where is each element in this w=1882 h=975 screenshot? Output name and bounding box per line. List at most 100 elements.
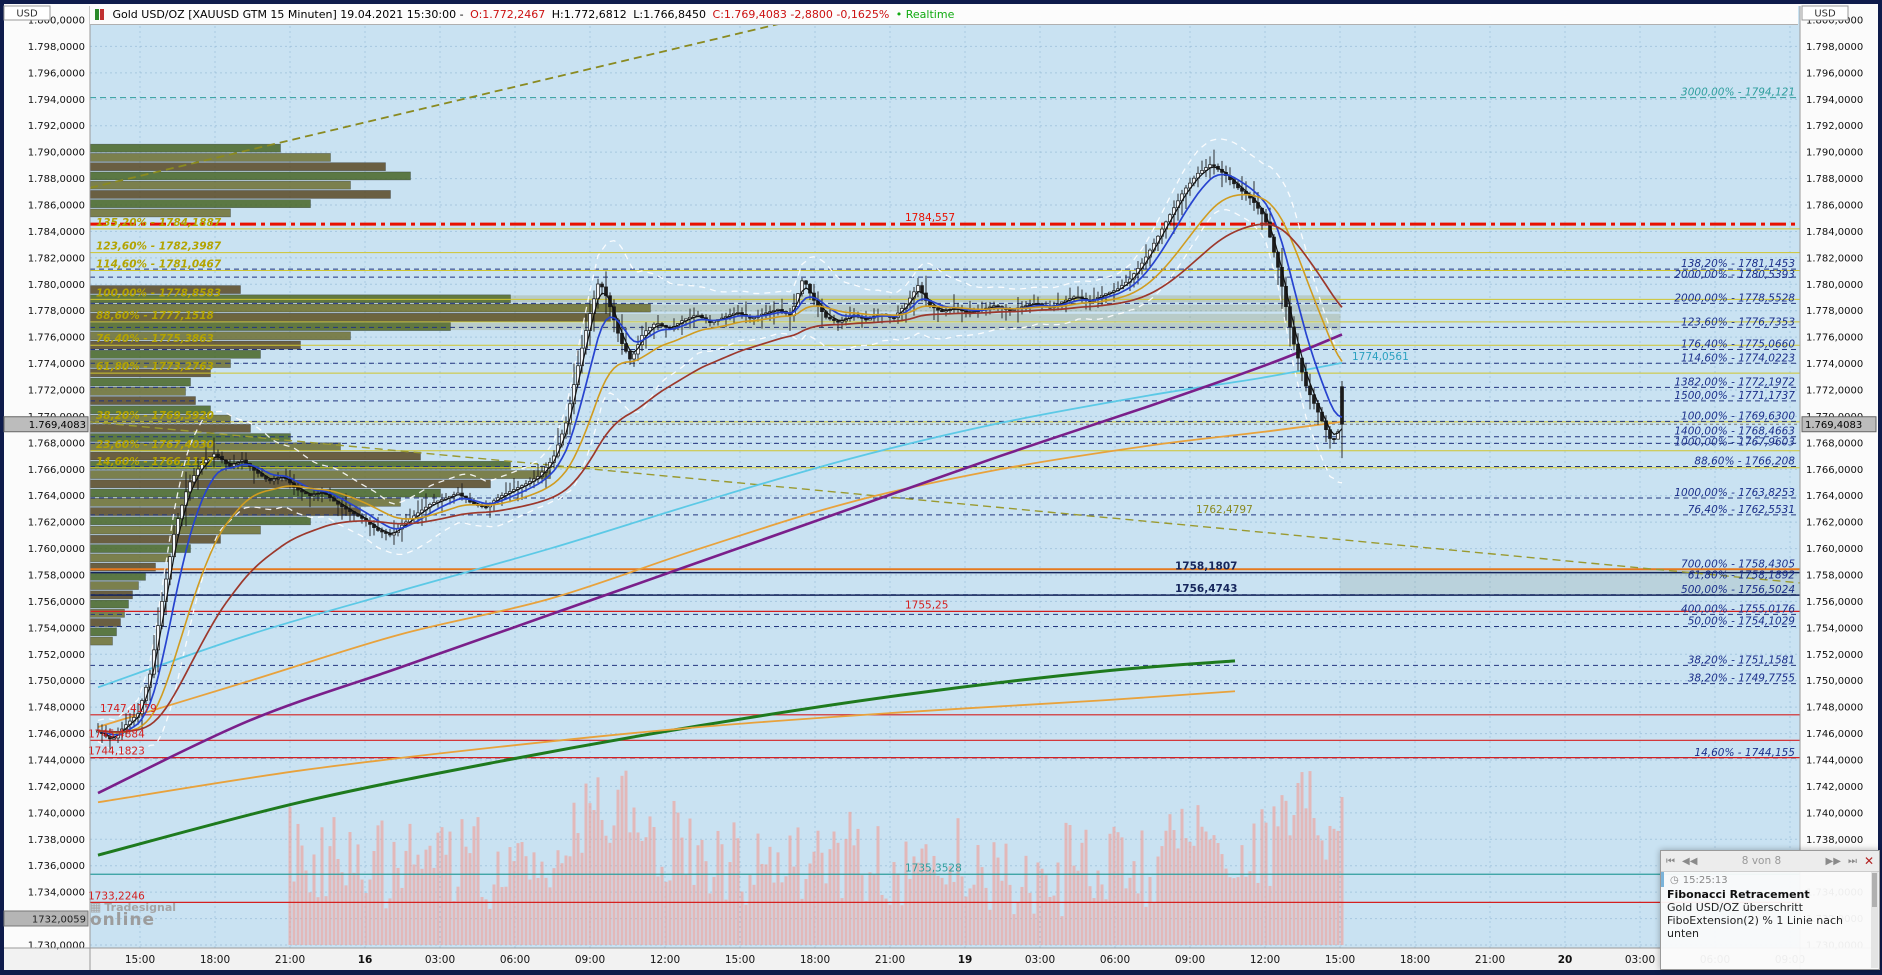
svg-text:1.794,0000: 1.794,0000 xyxy=(28,95,85,106)
title-segment: • Realtime xyxy=(895,8,955,21)
svg-text:1.756,0000: 1.756,0000 xyxy=(1806,597,1863,608)
volume-bars xyxy=(288,770,1344,945)
svg-text:1.774,0000: 1.774,0000 xyxy=(1806,359,1863,370)
svg-text:1.764,0000: 1.764,0000 xyxy=(28,491,85,502)
fib-lines[interactable] xyxy=(90,8,1800,903)
scrollbar-thumb[interactable] xyxy=(1872,873,1877,907)
plot-area[interactable] xyxy=(90,6,1800,948)
moving-averages-slow xyxy=(97,333,1343,857)
secondary-price-box xyxy=(3,910,89,927)
svg-text:1.730,0000: 1.730,0000 xyxy=(28,941,85,952)
price-level-label: 1784,557 xyxy=(905,212,955,224)
time-axis-strip[interactable] xyxy=(4,948,1878,970)
fib-level-label-right: 88,60% - 1766,208 xyxy=(1694,456,1795,468)
grid xyxy=(90,6,1800,948)
svg-text:1.742,0000: 1.742,0000 xyxy=(28,782,85,793)
tradesignal-watermark: ▦ Tradesignal online xyxy=(90,901,177,929)
svg-text:1.748,0000: 1.748,0000 xyxy=(1806,703,1863,714)
notification-pager: ⏮ ◀◀ 8 von 8 ▶▶ ⏭ ✕ xyxy=(1661,851,1879,872)
svg-text:USD: USD xyxy=(1814,9,1836,20)
svg-text:1.756,0000: 1.756,0000 xyxy=(28,597,85,608)
watermark-brand: Tradesignal xyxy=(104,901,177,914)
svg-text:1.776,0000: 1.776,0000 xyxy=(1806,333,1863,344)
fib-level-label-right: 1500,00% - 1771,1737 xyxy=(1674,390,1795,402)
fib-level-label-left: 61,80% - 1773,2763 xyxy=(96,361,214,373)
notification-panel: ⏮ ◀◀ 8 von 8 ▶▶ ⏭ ✕ ◷ 15:25:13 Fibonacci… xyxy=(1660,850,1880,970)
title-bar: Gold USD/OZ [XAUUSD GTM 15 Minuten] 19.0… xyxy=(90,5,1798,25)
fib-level-label-left: 114,60% - 1781,0467 xyxy=(96,258,222,270)
svg-text:15:00: 15:00 xyxy=(725,954,755,966)
fib-level-label-right: 3000,00% - 1794,121 xyxy=(1681,87,1795,99)
svg-text:15:00: 15:00 xyxy=(125,954,155,966)
ma-gold xyxy=(97,193,1343,734)
svg-text:1.746,0000: 1.746,0000 xyxy=(28,729,85,740)
svg-text:1.740,0000: 1.740,0000 xyxy=(1806,808,1863,819)
axis-unit-box xyxy=(3,5,51,21)
svg-text:19: 19 xyxy=(958,954,973,966)
price-level-label: 1747,4179 xyxy=(100,703,157,715)
svg-text:USD: USD xyxy=(16,9,38,20)
volume-profile xyxy=(90,143,1800,646)
svg-text:12:00: 12:00 xyxy=(1250,954,1280,966)
volatility-bands xyxy=(97,138,1343,754)
ma-purple xyxy=(97,333,1343,795)
fib-level-label-right: 76,40% - 1762,5531 xyxy=(1688,504,1795,516)
fib-level-label-left: 135,20% - 1784,1887 xyxy=(96,217,222,229)
notification-text-line: Gold USD/OZ überschritt xyxy=(1667,901,1803,914)
next-page-icon[interactable]: ▶▶ xyxy=(1825,855,1841,867)
svg-text:1.744,0000: 1.744,0000 xyxy=(1806,756,1863,767)
first-page-icon[interactable]: ⏮ xyxy=(1666,855,1675,867)
ma-blue xyxy=(97,173,1343,736)
svg-text:03:00: 03:00 xyxy=(425,954,455,966)
close-icon[interactable]: ✕ xyxy=(1863,854,1874,868)
svg-text:1.774,0000: 1.774,0000 xyxy=(28,359,85,370)
price-level-label: 1735,3528 xyxy=(905,862,962,874)
pager-count: 8 von 8 xyxy=(1741,855,1782,867)
svg-text:1.786,0000: 1.786,0000 xyxy=(28,201,85,212)
svg-text:1.734,0000: 1.734,0000 xyxy=(28,888,85,899)
fib-level-label-left: 100,00% - 1778,8583 xyxy=(96,287,221,299)
fib-level-label-left: 88,60% - 1777,1518 xyxy=(96,310,214,322)
svg-text:1.768,0000: 1.768,0000 xyxy=(1806,438,1863,449)
svg-text:1.796,0000: 1.796,0000 xyxy=(28,68,85,79)
svg-text:1.762,0000: 1.762,0000 xyxy=(28,518,85,529)
svg-text:1.790,0000: 1.790,0000 xyxy=(1806,148,1863,159)
fib-level-label-right: 100,00% - 1769,6300 xyxy=(1681,410,1795,422)
svg-text:1.784,0000: 1.784,0000 xyxy=(28,227,85,238)
svg-text:1.750,0000: 1.750,0000 xyxy=(28,676,85,687)
svg-text:1.784,0000: 1.784,0000 xyxy=(1806,227,1863,238)
svg-text:18:00: 18:00 xyxy=(1400,954,1430,966)
title-segment: O:1.772,2467 xyxy=(470,8,549,21)
ma-cyan xyxy=(97,362,1343,689)
svg-text:1.800,0000: 1.800,0000 xyxy=(28,16,85,27)
title-segment: H:1.772,6812 xyxy=(551,8,631,21)
last-page-icon[interactable]: ⏭ xyxy=(1847,855,1857,867)
svg-text:1.762,0000: 1.762,0000 xyxy=(1806,518,1863,529)
svg-text:1.794,0000: 1.794,0000 xyxy=(1806,95,1863,106)
svg-text:1.754,0000: 1.754,0000 xyxy=(28,623,85,634)
svg-text:21:00: 21:00 xyxy=(1475,954,1505,966)
svg-text:03:00: 03:00 xyxy=(1625,954,1655,966)
fib-level-label-right: 500,00% - 1756,5024 xyxy=(1681,584,1795,596)
notification-text-line: unten xyxy=(1667,927,1699,940)
svg-text:1.746,0000: 1.746,0000 xyxy=(1806,729,1863,740)
time-axis[interactable]: 15:00 18:00 21:00 16 03:00 06:00 09:00 12:00 15:… xyxy=(125,954,1805,966)
fib-level-label-right: 400,00% - 1755,0176 xyxy=(1681,603,1795,615)
svg-text:1.740,0000: 1.740,0000 xyxy=(28,808,85,819)
svg-text:1.796,0000: 1.796,0000 xyxy=(1806,68,1863,79)
svg-text:1.750,0000: 1.750,0000 xyxy=(1806,676,1863,687)
svg-text:18:00: 18:00 xyxy=(200,954,230,966)
svg-text:1.788,0000: 1.788,0000 xyxy=(1806,174,1863,185)
fib-level-label-right: 1000,00% - 1763,8253 xyxy=(1674,487,1795,499)
svg-text:1732,0059: 1732,0059 xyxy=(32,914,86,925)
prev-page-icon[interactable]: ◀◀ xyxy=(1682,855,1698,867)
svg-text:1.742,0000: 1.742,0000 xyxy=(1806,782,1863,793)
fib-level-label-left: 23,60% - 1767,4030 xyxy=(96,439,214,451)
svg-text:1.798,0000: 1.798,0000 xyxy=(1806,42,1863,53)
fib-level-label-right: 1000,00% - 1767,9603 xyxy=(1674,437,1795,449)
svg-text:1.766,0000: 1.766,0000 xyxy=(1806,465,1863,476)
fib-labels: 135,20% - 1784,1887 123,60% - 1782,3987 11… xyxy=(88,87,1795,903)
panel-scrollbar[interactable] xyxy=(1871,872,1878,968)
svg-text:09:00: 09:00 xyxy=(1175,954,1205,966)
